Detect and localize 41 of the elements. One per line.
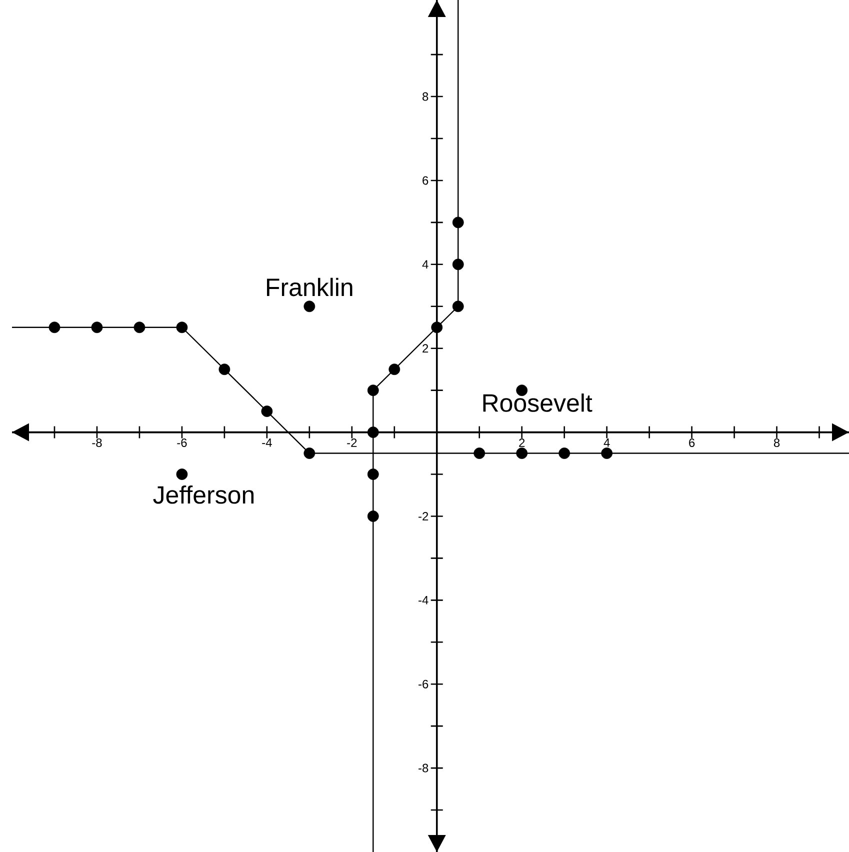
point [452, 258, 464, 270]
y-tick-label: 4 [422, 260, 428, 269]
x-tick-label: 4 [604, 438, 610, 447]
y-tick-label: -8 [418, 764, 428, 772]
y-tick-label: 6 [422, 176, 428, 185]
y-tick-label: -6 [418, 680, 428, 688]
point [367, 468, 379, 480]
point [91, 322, 103, 334]
point [388, 364, 400, 376]
point [452, 300, 464, 312]
y-tick-label: -4 [418, 596, 428, 604]
point [304, 300, 316, 312]
point [176, 322, 188, 334]
point [367, 510, 379, 522]
point [218, 364, 230, 376]
point [48, 322, 60, 334]
annotation: Franklin [267, 278, 352, 296]
point [134, 322, 146, 334]
point [601, 448, 613, 459]
x-tick-label: -2 [347, 438, 357, 447]
annotation: Roosevelt [483, 394, 592, 412]
point [304, 448, 316, 459]
point [261, 406, 273, 418]
annotation: Jefferson [153, 485, 254, 504]
x-tick-label: 8 [774, 438, 780, 447]
point [367, 426, 379, 438]
point [367, 384, 379, 396]
y-tick-label: -2 [418, 512, 428, 520]
y-tick-label: 8 [422, 92, 428, 101]
point [452, 216, 464, 228]
point [516, 448, 528, 459]
point [176, 468, 188, 480]
x-tick-label: -4 [262, 438, 272, 447]
y-tick-label: 2 [422, 344, 428, 353]
x-tick-label: -8 [92, 438, 102, 447]
point [474, 448, 486, 459]
x-tick-label: 6 [689, 438, 695, 447]
point [558, 448, 570, 459]
point [431, 322, 443, 334]
x-tick-label: 2 [519, 438, 525, 447]
x-tick-label: -6 [177, 438, 187, 447]
